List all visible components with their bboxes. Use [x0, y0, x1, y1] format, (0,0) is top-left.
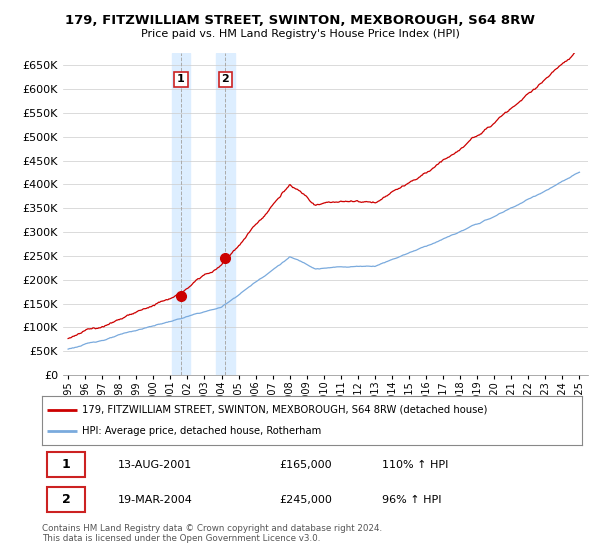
Bar — [216, 53, 235, 375]
Text: HPI: Average price, detached house, Rotherham: HPI: Average price, detached house, Roth… — [83, 426, 322, 436]
Text: 13-AUG-2001: 13-AUG-2001 — [118, 460, 192, 470]
Text: 2: 2 — [221, 74, 229, 85]
Text: 2: 2 — [62, 493, 71, 506]
Text: 179, FITZWILLIAM STREET, SWINTON, MEXBOROUGH, S64 8RW: 179, FITZWILLIAM STREET, SWINTON, MEXBOR… — [65, 14, 535, 27]
Text: £165,000: £165,000 — [280, 460, 332, 470]
Text: £245,000: £245,000 — [280, 495, 332, 505]
Text: 1: 1 — [177, 74, 185, 85]
Bar — [172, 53, 190, 375]
Text: 19-MAR-2004: 19-MAR-2004 — [118, 495, 193, 505]
FancyBboxPatch shape — [47, 487, 85, 512]
Text: Price paid vs. HM Land Registry's House Price Index (HPI): Price paid vs. HM Land Registry's House … — [140, 29, 460, 39]
FancyBboxPatch shape — [47, 452, 85, 477]
Text: 96% ↑ HPI: 96% ↑ HPI — [382, 495, 442, 505]
Text: Contains HM Land Registry data © Crown copyright and database right 2024.
This d: Contains HM Land Registry data © Crown c… — [42, 524, 382, 543]
Text: 179, FITZWILLIAM STREET, SWINTON, MEXBOROUGH, S64 8RW (detached house): 179, FITZWILLIAM STREET, SWINTON, MEXBOR… — [83, 405, 488, 415]
Text: 110% ↑ HPI: 110% ↑ HPI — [382, 460, 449, 470]
Text: 1: 1 — [62, 458, 71, 472]
